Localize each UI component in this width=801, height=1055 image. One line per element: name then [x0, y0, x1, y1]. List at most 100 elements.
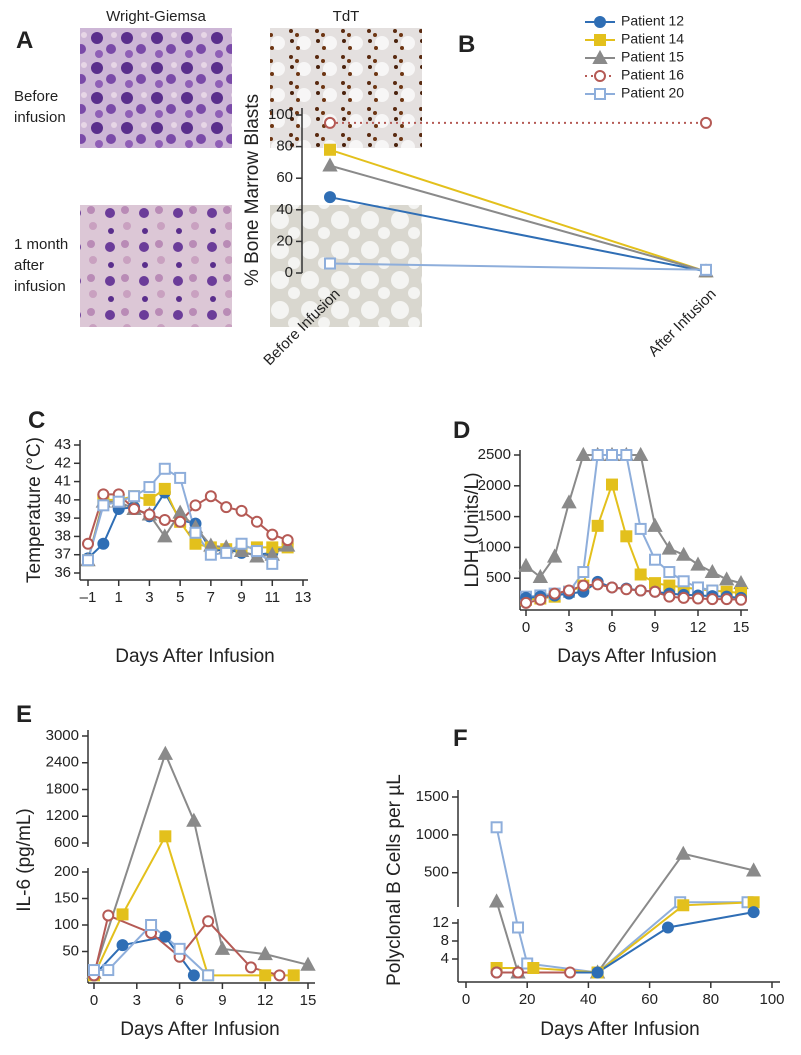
x-tick-label: 15	[300, 992, 317, 1009]
marker	[606, 449, 618, 461]
y-axis-title: IL-6 (pg/mL)	[14, 808, 35, 911]
panel-label: B	[458, 31, 475, 58]
legend-label: Patient 14	[621, 31, 684, 47]
panel-label: E	[16, 701, 32, 728]
marker	[591, 578, 604, 591]
y-tick-label: 500	[486, 569, 511, 586]
marker	[82, 537, 94, 550]
marker	[273, 969, 286, 982]
marker	[287, 969, 300, 982]
y-tick-label: 80	[276, 138, 293, 155]
marker	[300, 956, 316, 971]
marker	[97, 488, 110, 501]
marker	[324, 257, 336, 270]
y-tick-label: 3000	[46, 727, 79, 744]
marker	[143, 481, 156, 494]
x-tick-label: After Infusion	[645, 286, 720, 361]
marker	[546, 548, 563, 563]
marker	[675, 845, 691, 860]
marker	[677, 591, 690, 604]
marker	[250, 545, 263, 558]
marker	[620, 583, 633, 596]
x-tick-label: –1	[80, 589, 97, 606]
marker	[159, 830, 172, 843]
legend-label: Patient 15	[621, 49, 684, 65]
marker	[675, 546, 692, 561]
marker	[488, 893, 505, 908]
row-label: Before infusion	[14, 88, 66, 126]
x-tick-label: 3	[565, 619, 573, 636]
series-line	[329, 262, 707, 271]
marker	[532, 568, 549, 583]
marker	[102, 964, 115, 977]
marker	[157, 528, 173, 543]
series-line	[329, 196, 707, 273]
marker	[692, 592, 704, 605]
series-line	[496, 901, 754, 974]
marker	[266, 557, 279, 570]
y-tick-label: 2400	[46, 754, 79, 771]
column-label: TdT	[332, 8, 360, 25]
series-line	[525, 454, 742, 585]
marker	[189, 526, 202, 539]
x-tick-label: 0	[462, 991, 470, 1008]
y-tick-label: 1000	[416, 826, 449, 843]
marker	[527, 962, 540, 974]
marker	[189, 499, 202, 512]
marker	[186, 812, 202, 827]
x-tick-label: 9	[218, 992, 226, 1009]
y-tick-label: 150	[54, 889, 79, 906]
marker	[128, 490, 141, 503]
y-axis-title: Temperature (°C)	[24, 437, 45, 583]
x-tick-label: 6	[175, 992, 183, 1009]
x-axis-title: Days After Infusion	[557, 646, 716, 667]
marker	[490, 821, 503, 834]
marker	[735, 593, 747, 606]
x-tick-label: 5	[176, 589, 184, 606]
marker	[649, 585, 661, 598]
marker	[157, 745, 174, 760]
panel-label: F	[453, 725, 468, 752]
marker	[561, 494, 577, 509]
marker	[97, 537, 110, 550]
y-tick-label: 37	[54, 546, 71, 563]
x-tick-label: 100	[759, 991, 784, 1008]
y-axis-title: LDH (Units/L)	[462, 472, 483, 587]
marker	[718, 571, 735, 586]
marker	[720, 593, 733, 606]
x-tick-label: 11	[264, 589, 280, 606]
marker	[700, 263, 712, 276]
legend-label: Patient 12	[621, 13, 684, 29]
marker	[214, 940, 231, 955]
y-tick-label: 8	[441, 932, 449, 949]
y-tick-label: 100	[268, 106, 293, 123]
marker	[116, 939, 129, 952]
series-line	[329, 148, 707, 273]
marker	[244, 961, 257, 974]
panel-label: C	[28, 407, 45, 434]
y-tick-label: 38	[54, 527, 71, 544]
marker	[563, 584, 575, 597]
marker	[173, 942, 186, 955]
x-tick-label: 13	[295, 589, 312, 606]
marker	[591, 966, 604, 979]
y-tick-label: 2500	[478, 446, 511, 463]
marker	[512, 921, 525, 934]
marker	[143, 493, 156, 506]
marker	[233, 542, 250, 558]
marker	[88, 964, 100, 977]
marker	[257, 946, 273, 961]
legend-marker	[594, 70, 606, 82]
marker	[187, 969, 200, 982]
y-tick-label: 500	[424, 864, 449, 881]
micrograph	[80, 205, 232, 327]
y-tick-label: 200	[54, 863, 79, 880]
marker	[577, 579, 590, 592]
x-tick-label: 7	[207, 589, 215, 606]
y-tick-label: 42	[54, 454, 71, 471]
marker	[632, 446, 649, 461]
y-tick-label: 1000	[478, 538, 511, 555]
marker	[620, 530, 633, 543]
marker	[159, 930, 172, 943]
x-tick-label: 3	[133, 992, 141, 1009]
